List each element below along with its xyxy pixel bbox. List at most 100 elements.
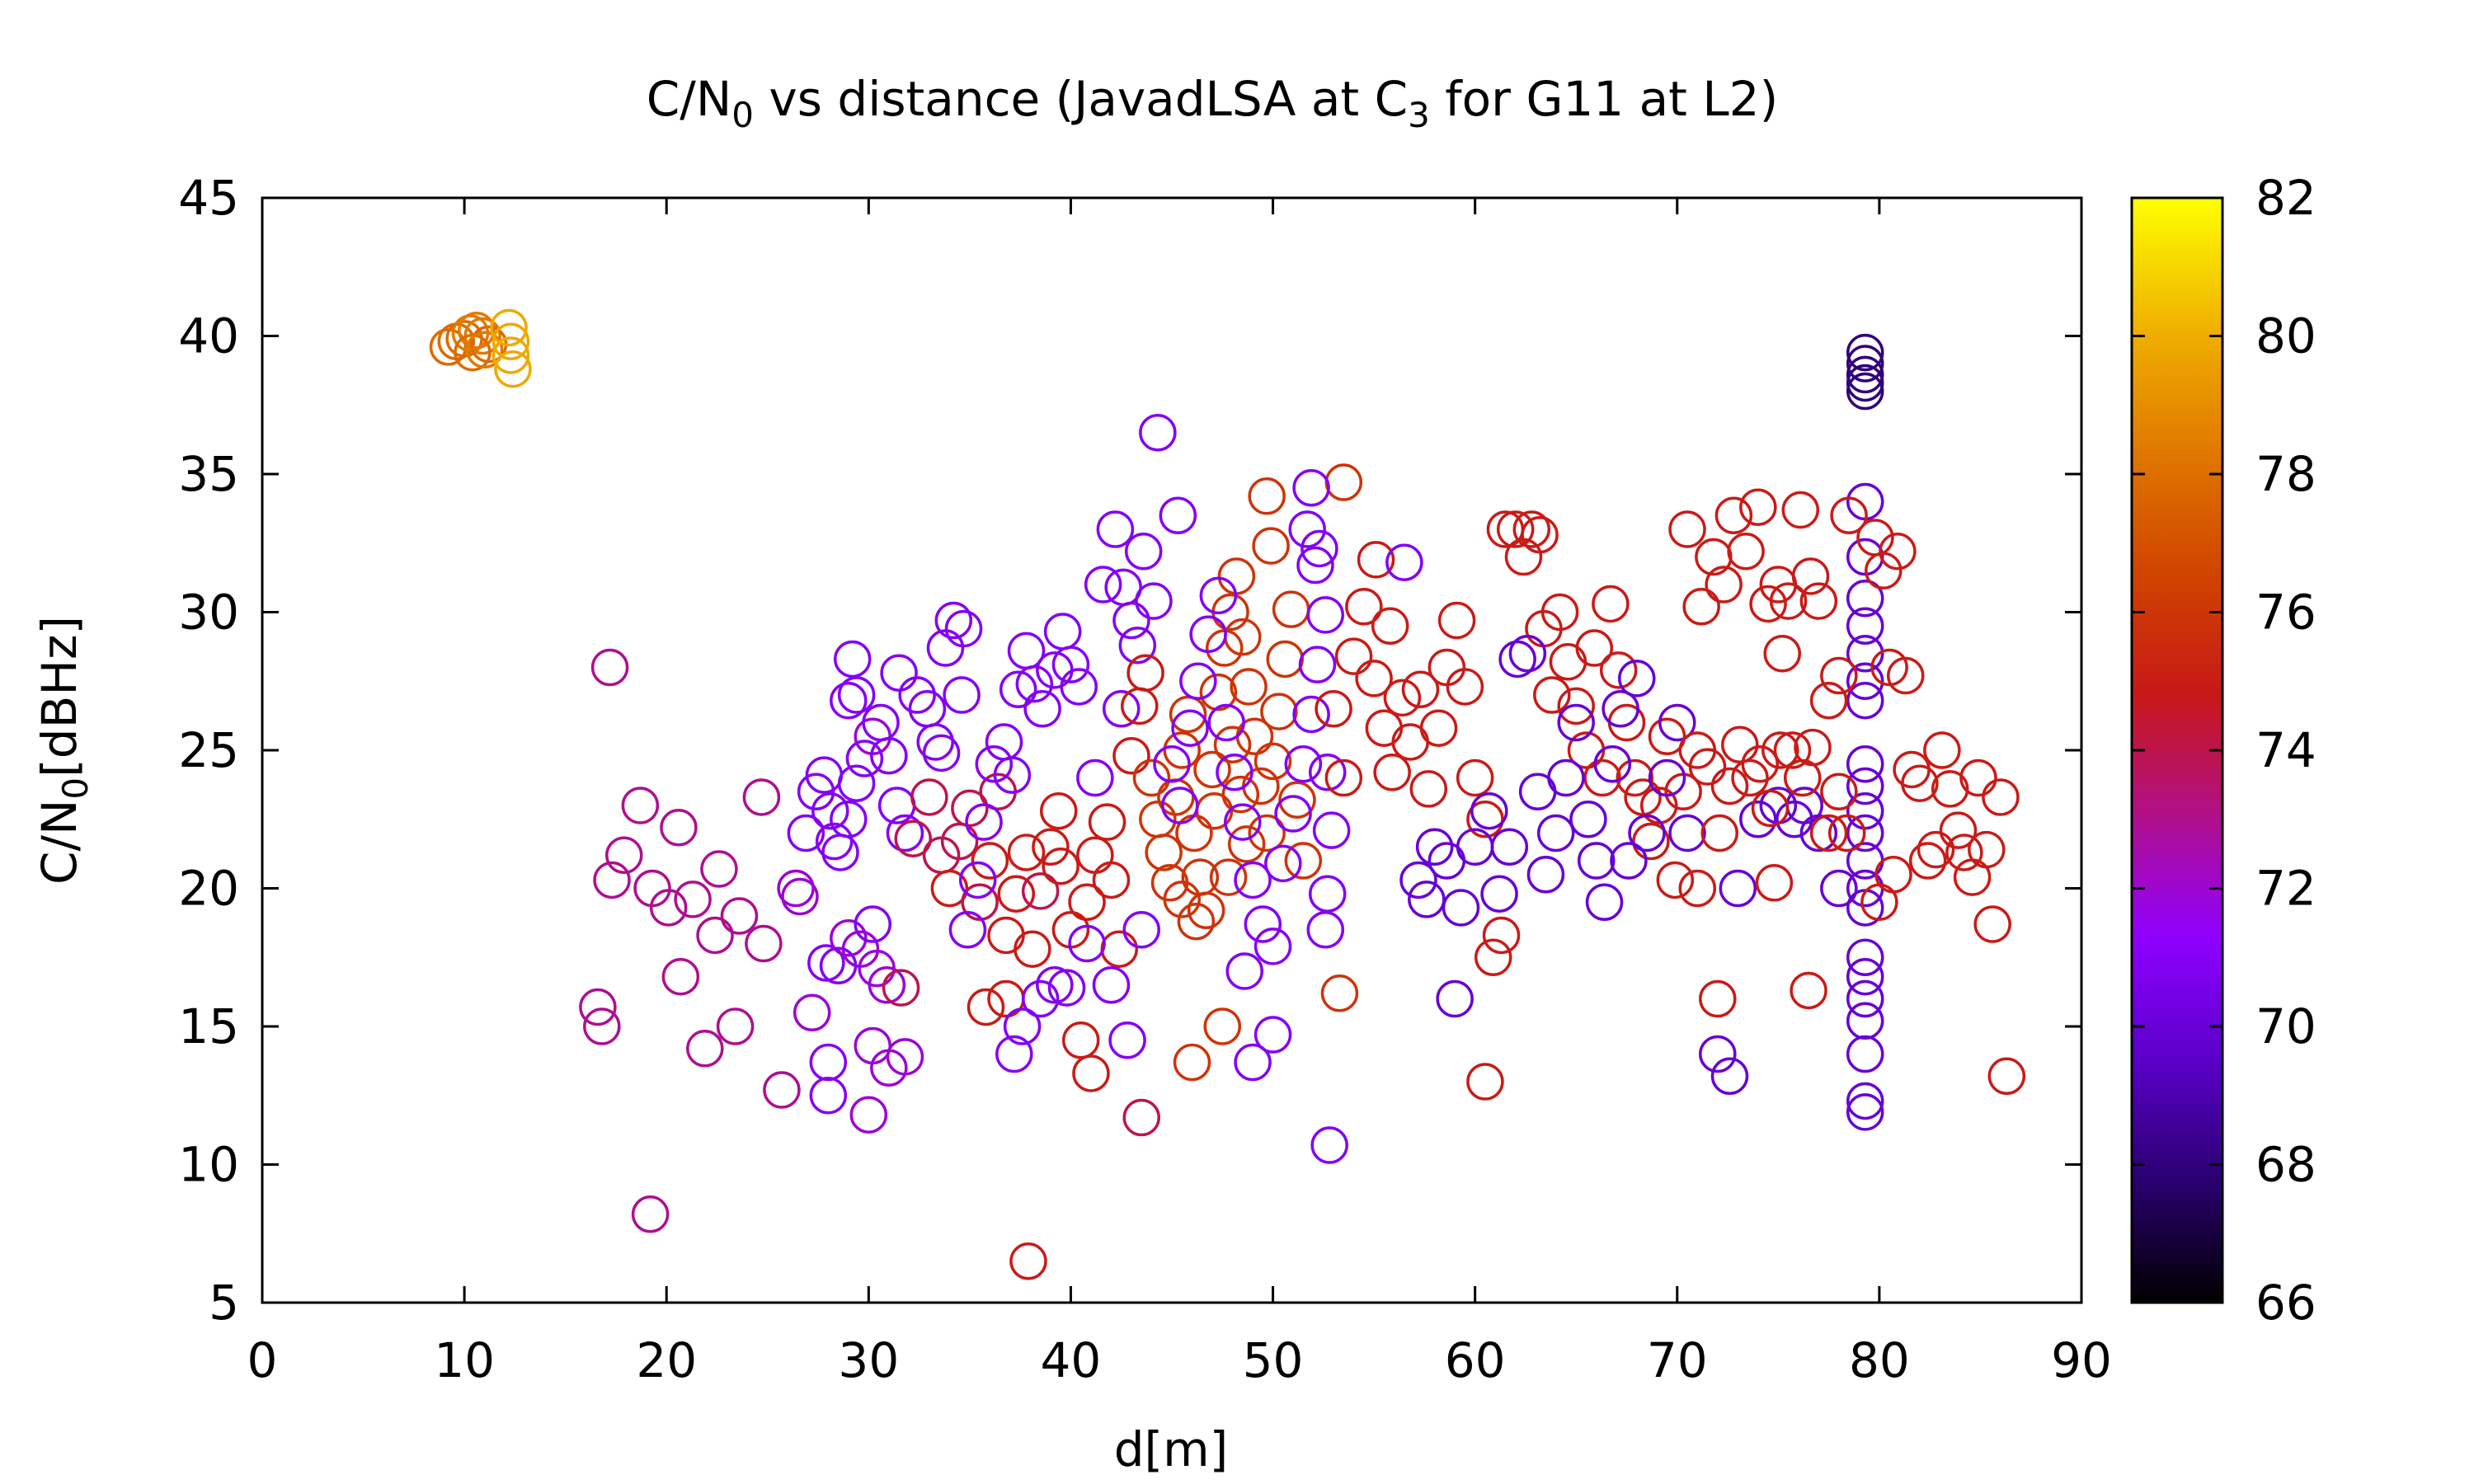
data-point bbox=[1234, 1043, 1272, 1082]
data-point bbox=[1939, 811, 1978, 849]
data-point bbox=[1096, 510, 1135, 548]
data-point bbox=[1112, 601, 1150, 640]
x-tick-label: 60 bbox=[1445, 1332, 1506, 1388]
data-point bbox=[830, 801, 868, 838]
data-point bbox=[1618, 660, 1656, 697]
data-point bbox=[1216, 754, 1253, 791]
data-point bbox=[674, 881, 712, 918]
colorbar-tick-label: 72 bbox=[2255, 861, 2316, 917]
colorbar-tick-label: 68 bbox=[2255, 1137, 2316, 1193]
data-point bbox=[837, 764, 876, 802]
x-tick-label: 90 bbox=[2051, 1332, 2112, 1388]
data-point bbox=[1923, 731, 1961, 769]
x-tick-label: 10 bbox=[434, 1332, 495, 1388]
data-point bbox=[465, 331, 504, 369]
data-point bbox=[1678, 869, 1717, 908]
data-point bbox=[1084, 566, 1122, 603]
data-point bbox=[830, 681, 868, 720]
data-point bbox=[1345, 588, 1383, 626]
data-point bbox=[1171, 709, 1209, 747]
data-point bbox=[1583, 758, 1621, 797]
data-point bbox=[1213, 726, 1252, 764]
data-point bbox=[1014, 930, 1051, 968]
data-point bbox=[1161, 787, 1199, 824]
data-point bbox=[1298, 646, 1337, 683]
data-point bbox=[1175, 814, 1213, 852]
data-point bbox=[1846, 333, 1884, 372]
data-point bbox=[494, 350, 532, 388]
data-point bbox=[1569, 801, 1607, 838]
data-point bbox=[1415, 828, 1454, 866]
data-point bbox=[631, 1195, 670, 1233]
data-point bbox=[1272, 590, 1310, 628]
data-point bbox=[1846, 1035, 1884, 1073]
data-point bbox=[1296, 546, 1334, 585]
data-point bbox=[1187, 891, 1225, 930]
data-point bbox=[1526, 856, 1565, 894]
data-point bbox=[854, 1026, 891, 1065]
data-point bbox=[1264, 844, 1302, 883]
data-point bbox=[649, 889, 688, 927]
data-point bbox=[1308, 754, 1347, 791]
y-tick-label: 35 bbox=[178, 446, 239, 502]
data-point bbox=[1547, 758, 1585, 797]
y-axis-title: C/N0[dBHz] bbox=[31, 616, 96, 885]
data-point bbox=[819, 946, 858, 985]
data-point bbox=[1719, 869, 1757, 908]
data-point bbox=[1007, 834, 1046, 871]
data-point bbox=[1217, 557, 1256, 595]
data-point bbox=[1436, 979, 1474, 1018]
data-point bbox=[1292, 695, 1330, 734]
data-point bbox=[1557, 703, 1595, 742]
x-tick-label: 80 bbox=[1849, 1332, 1910, 1388]
data-point bbox=[1199, 576, 1238, 615]
data-point bbox=[944, 609, 983, 648]
data-point bbox=[1122, 1098, 1160, 1137]
y-tick-label: 15 bbox=[178, 998, 239, 1054]
data-point bbox=[1794, 728, 1832, 767]
data-point bbox=[1324, 463, 1363, 501]
data-point bbox=[1648, 717, 1686, 755]
data-point bbox=[1112, 736, 1150, 775]
data-point bbox=[1446, 668, 1484, 706]
data-point bbox=[1874, 856, 1912, 894]
data-point bbox=[1846, 767, 1884, 805]
data-point bbox=[910, 778, 948, 816]
data-point bbox=[1135, 582, 1173, 620]
data-point bbox=[454, 333, 492, 372]
data-point bbox=[1549, 643, 1587, 681]
data-point bbox=[951, 789, 989, 828]
data-point bbox=[1409, 770, 1448, 808]
data-point bbox=[1846, 1002, 1884, 1040]
data-point bbox=[1021, 979, 1060, 1018]
data-point bbox=[1365, 709, 1404, 747]
data-point bbox=[1846, 662, 1884, 700]
data-point bbox=[1118, 626, 1157, 665]
data-point bbox=[922, 734, 961, 773]
data-point bbox=[1385, 543, 1423, 581]
data-point bbox=[987, 916, 1025, 955]
data-point bbox=[815, 822, 854, 861]
data-point bbox=[1846, 681, 1884, 720]
data-point bbox=[1442, 889, 1480, 927]
data-point bbox=[1284, 745, 1323, 783]
data-point bbox=[1383, 679, 1422, 717]
data-point bbox=[1173, 1043, 1211, 1082]
data-point bbox=[1820, 773, 1858, 810]
data-point bbox=[1126, 654, 1164, 692]
data-point bbox=[1616, 758, 1654, 797]
data-point bbox=[965, 803, 1003, 841]
data-point bbox=[1225, 952, 1263, 990]
data-point bbox=[934, 601, 973, 640]
data-point bbox=[1124, 533, 1163, 571]
data-point bbox=[1827, 814, 1866, 852]
data-point bbox=[1474, 938, 1512, 976]
data-point bbox=[745, 924, 783, 963]
y-tick-label: 30 bbox=[178, 585, 239, 641]
data-point bbox=[930, 869, 969, 908]
data-point bbox=[1705, 566, 1743, 603]
data-point bbox=[1846, 580, 1884, 618]
data-point bbox=[1399, 861, 1437, 899]
data-point bbox=[830, 919, 868, 957]
data-point bbox=[579, 988, 617, 1026]
